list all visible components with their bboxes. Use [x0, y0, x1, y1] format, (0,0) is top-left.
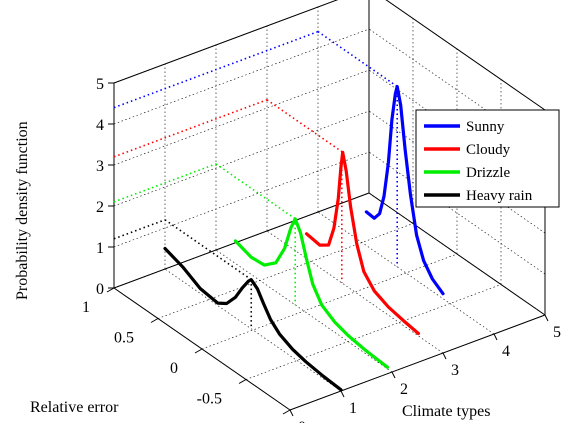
y-tick-label: -1 — [253, 421, 266, 423]
frame-edge — [113, 192, 370, 289]
peak-guide-line-sunny — [317, 30, 398, 88]
back-wall-gridline — [113, 0, 338, 84]
back-wall-gridline — [113, 69, 370, 166]
x-tick-mark — [289, 409, 294, 417]
frame-edge — [113, 0, 339, 84]
legend-label-heavy-rain: Heavy rain — [466, 188, 533, 204]
x-axis-label: Climate types — [402, 403, 490, 420]
axes-frame — [113, 0, 546, 411]
y-tick-mark — [282, 409, 291, 415]
back-wall-gridline — [113, 110, 370, 207]
y-tick-mark — [238, 379, 247, 384]
x-tick-mark — [493, 333, 498, 341]
series-line-drizzle — [233, 217, 390, 369]
x-tick-mark — [391, 371, 396, 379]
floor-gridline — [201, 253, 458, 350]
legend: Sunny Cloudy Drizzle Heavy rain — [415, 109, 560, 208]
z-tick-label: 1 — [96, 240, 104, 257]
peak-guide-line-cloudy — [266, 99, 343, 153]
plot-area — [113, 30, 445, 392]
y-tick-label: -0.5 — [197, 391, 222, 408]
z-tick-label: 2 — [96, 199, 104, 216]
series-line-cloudy — [305, 150, 420, 336]
peak-level-line-drizzle — [113, 163, 217, 203]
back-wall-gridline — [113, 151, 370, 248]
x-tick-label: 4 — [502, 343, 510, 360]
peak-level-line-heavy-rain — [113, 219, 166, 240]
back-wall-gridline — [113, 28, 370, 125]
x-tick-label: 0 — [298, 419, 306, 423]
floor-gridline — [266, 230, 444, 354]
frame-edge — [368, 192, 546, 316]
floor-gridline — [245, 284, 502, 380]
y-tick-label: 0.5 — [114, 330, 134, 347]
z-axis-label: Probability density function — [14, 121, 31, 300]
x-tick-mark — [544, 314, 549, 322]
legend-label-drizzle: Drizzle — [466, 165, 510, 181]
y-tick-mark — [150, 318, 159, 323]
series-line-heavy-rain — [163, 246, 343, 392]
peak-level-line-cloudy — [113, 99, 268, 158]
floor-gridline — [157, 223, 414, 319]
peak-guide-line-drizzle — [215, 163, 296, 220]
y-tick-mark — [106, 287, 115, 293]
x-tick-label: 1 — [349, 400, 357, 417]
legend-label-sunny: Sunny — [466, 119, 505, 135]
y-tick-label: 0 — [170, 360, 178, 377]
x-tick-label: 3 — [451, 362, 459, 379]
peak-guide-line-heavy-rain — [164, 219, 252, 281]
y-tick-mark — [194, 348, 203, 354]
y-axis-label: Relative error — [30, 399, 119, 416]
x-axis-line — [289, 314, 546, 411]
x-tick-mark — [442, 352, 447, 360]
z-tick-label: 5 — [96, 76, 104, 93]
y-tick-label: 1 — [82, 299, 90, 316]
peak-level-line-sunny — [113, 30, 319, 109]
z-tick-label: 4 — [96, 117, 104, 134]
frame-edge — [385, 0, 546, 111]
z-tick-label: 3 — [96, 158, 104, 175]
x-tick-label: 5 — [553, 324, 561, 341]
floor-gridline — [317, 211, 495, 335]
legend-label-cloudy: Cloudy — [466, 142, 511, 158]
x-tick-label: 2 — [400, 381, 408, 398]
series-line-sunny — [364, 84, 445, 296]
z-tick-label: 0 — [96, 281, 104, 298]
x-tick-mark — [340, 390, 345, 398]
